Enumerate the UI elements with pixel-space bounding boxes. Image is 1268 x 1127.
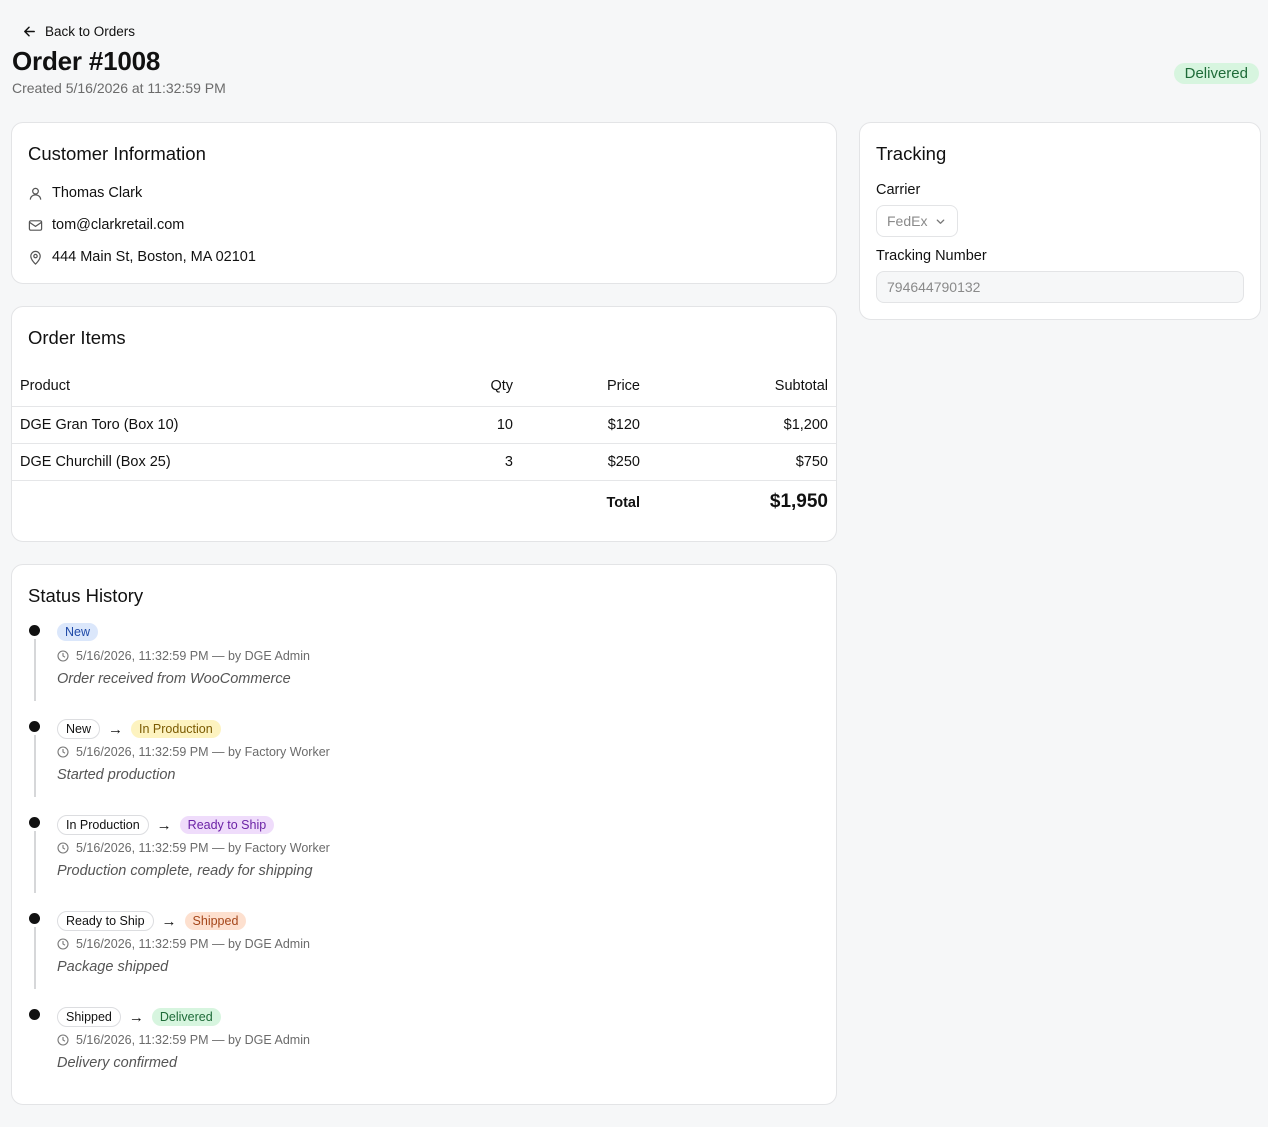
page-title: Order #1008 (12, 46, 161, 76)
carrier-select[interactable]: FedEx (876, 205, 958, 237)
status-badge-to: Shipped (184, 912, 247, 930)
status-badge-to: In Production (131, 720, 221, 738)
total-value: $1,950 (769, 491, 828, 512)
transition-arrow: → (128, 1008, 144, 1026)
status-badge-to: Ready to Ship (179, 816, 275, 834)
clock-icon (57, 650, 69, 662)
transition-arrow: → (156, 816, 172, 834)
tracking-number-input[interactable] (876, 271, 1244, 303)
history-note: Production complete, ready for shipping (57, 863, 313, 879)
clock-icon (57, 938, 69, 950)
customer-information-card: Customer Information Thomas Clark tom@cl… (11, 122, 837, 284)
divider (12, 443, 836, 444)
timeline-dot (29, 913, 40, 924)
column-header-subtotal: Subtotal (774, 378, 828, 394)
status-badge-to: New (57, 623, 99, 641)
status-badge-from: Ready to Ship (57, 911, 154, 931)
status-badge-from: Shipped (57, 1007, 121, 1027)
created-timestamp: Created 5/16/2026 at 11:32:59 PM (12, 80, 226, 96)
history-entry: Shipped → Delivered 5/16/2026, 11:32:59 … (12, 1007, 836, 1105)
map-pin-icon (30, 250, 41, 265)
customer-name-row: Thomas Clark (28, 185, 142, 201)
divider (12, 480, 836, 481)
timeline-dot (29, 1009, 40, 1020)
history-entry: In Production → Ready to Ship 5/16/2026,… (12, 815, 836, 913)
arrow-left-icon (24, 26, 35, 37)
clock-icon (57, 842, 69, 854)
customer-email: tom@clarkretail.com (52, 217, 185, 233)
tracking-card: Tracking Carrier FedEx Tracking Number (859, 122, 1261, 320)
transition-arrow: → (108, 720, 124, 738)
column-header-qty: Qty (490, 378, 513, 394)
history-entry: Ready to Ship → Shipped 5/16/2026, 11:32… (12, 911, 836, 1009)
status-badge-from: In Production (57, 815, 149, 835)
tracking-number-label: Tracking Number (876, 248, 987, 264)
customer-address-row: 444 Main St, Boston, MA 02101 (28, 249, 256, 265)
row-price: $120 (607, 417, 640, 433)
status-history-card: Status History New 5/16/2026, 11:32:59 P… (11, 564, 837, 1105)
history-meta: 5/16/2026, 11:32:59 PM — by DGE Admin (76, 1033, 310, 1047)
timeline-dot (29, 817, 40, 828)
status-badge-to: Delivered (151, 1008, 221, 1026)
order-status-badge: Delivered (1173, 63, 1259, 84)
timeline-line (34, 639, 36, 701)
clock-icon (57, 1034, 69, 1046)
history-entry: New 5/16/2026, 11:32:59 PM — by DGE Admi… (12, 623, 836, 721)
transition-arrow: → (161, 912, 177, 930)
row-product: DGE Gran Toro (Box 10) (20, 417, 179, 433)
history-meta: 5/16/2026, 11:32:59 PM — by Factory Work… (76, 745, 330, 759)
clock-icon (57, 746, 69, 758)
carrier-label: Carrier (876, 182, 921, 198)
row-qty: 10 (496, 417, 513, 433)
history-note: Delivery confirmed (57, 1055, 178, 1071)
customer-email-row: tom@clarkretail.com (28, 217, 184, 233)
column-header-product: Product (20, 378, 70, 394)
row-product: DGE Churchill (Box 25) (20, 454, 171, 470)
row-subtotal: $1,200 (783, 417, 828, 433)
column-header-price: Price (606, 378, 640, 394)
status-badge-from: New (57, 719, 101, 739)
history-meta: 5/16/2026, 11:32:59 PM — by DGE Admin (76, 649, 310, 663)
status-history-heading: Status History (28, 585, 144, 606)
history-note: Package shipped (57, 959, 169, 975)
chevron-down-icon (937, 218, 945, 224)
timeline-line (34, 735, 36, 797)
history-entry: New → In Production 5/16/2026, 11:32:59 … (12, 719, 836, 817)
timeline-line (34, 831, 36, 893)
user-icon (29, 187, 42, 200)
customer-name: Thomas Clark (52, 185, 143, 201)
row-qty: 3 (504, 454, 513, 470)
divider (12, 406, 836, 407)
order-items-heading: Order Items (28, 327, 126, 348)
row-price: $250 (607, 454, 640, 470)
history-meta: 5/16/2026, 11:32:59 PM — by DGE Admin (76, 937, 310, 951)
history-note: Started production (57, 767, 176, 783)
customer-address: 444 Main St, Boston, MA 02101 (52, 249, 256, 265)
back-to-orders-link[interactable]: Back to Orders (22, 24, 135, 39)
history-note: Order received from WooCommerce (57, 671, 291, 687)
carrier-value: FedEx (887, 213, 928, 229)
row-subtotal: $750 (795, 454, 828, 470)
mail-icon (28, 219, 43, 231)
order-items-card: Order Items Product Qty Price Subtotal D… (11, 306, 837, 542)
tracking-heading: Tracking (876, 143, 947, 164)
back-to-orders-label: Back to Orders (45, 24, 136, 39)
timeline-dot (29, 625, 40, 636)
timeline-dot (29, 721, 40, 732)
customer-information-heading: Customer Information (28, 143, 206, 164)
total-label: Total (606, 495, 640, 511)
timeline-line (34, 927, 36, 989)
history-meta: 5/16/2026, 11:32:59 PM — by Factory Work… (76, 841, 330, 855)
